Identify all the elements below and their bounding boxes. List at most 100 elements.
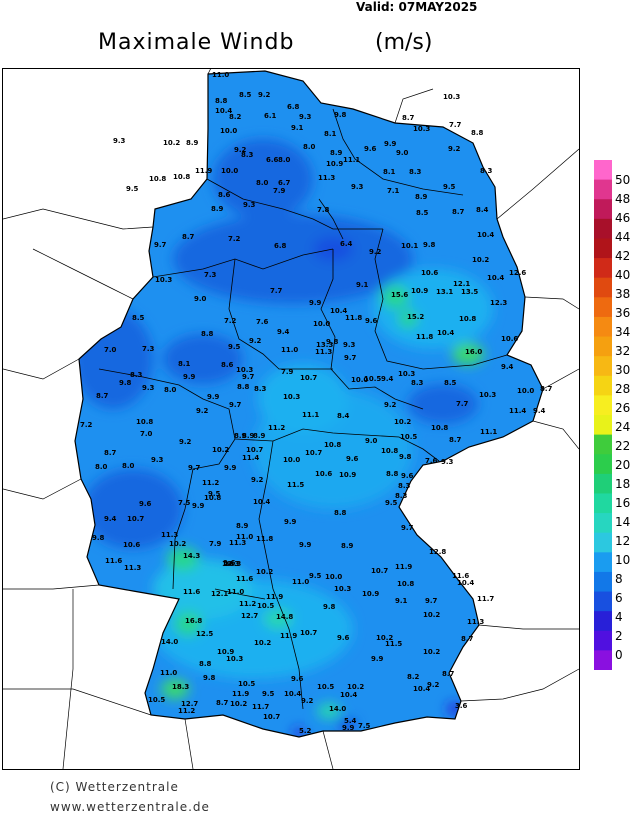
station-value: 9.4 xyxy=(277,328,290,336)
station-value: 14.0 xyxy=(329,705,346,713)
station-value: 10.3 xyxy=(236,366,253,374)
station-value: 12.6 xyxy=(509,269,526,277)
station-value: 9.6 xyxy=(337,634,350,642)
station-value: 7.2 xyxy=(228,235,241,243)
legend-swatch xyxy=(594,532,612,553)
station-value: 10.2 xyxy=(212,446,229,454)
station-value: 11.9 xyxy=(232,690,249,698)
station-value: 7.5 xyxy=(178,499,191,507)
station-value: 9.9 xyxy=(371,655,384,663)
station-value: 8.5 xyxy=(239,91,252,99)
station-value: 8.0 xyxy=(256,179,269,187)
station-value: 7.9 xyxy=(209,540,222,548)
station-value: 10.9 xyxy=(411,287,428,295)
credit-url: www.wetterzentrale.de xyxy=(50,800,210,814)
color-legend xyxy=(590,160,620,671)
legend-swatch xyxy=(594,513,612,534)
station-value: 8.0 xyxy=(278,156,291,164)
station-value: 11.1 xyxy=(343,156,360,164)
station-value: 11.8 xyxy=(256,535,273,543)
station-value: 9.6 xyxy=(346,455,359,463)
legend-label: 6 xyxy=(615,591,623,605)
station-value: 8.2 xyxy=(229,113,242,121)
station-value: 8.3 xyxy=(411,379,424,387)
station-value: 9.1 xyxy=(291,124,304,132)
station-value: 8.9 xyxy=(234,432,247,440)
station-value: 9.4 xyxy=(381,375,394,383)
station-value: 11.6 xyxy=(236,575,253,583)
station-value: 8.8 xyxy=(201,330,214,338)
station-value: 6.8 xyxy=(274,242,287,250)
station-value: 12.5 xyxy=(196,630,213,638)
station-value: 9.0 xyxy=(194,295,207,303)
station-value: 7.3 xyxy=(204,271,217,279)
station-value: 10.3 xyxy=(413,125,430,133)
legend-swatch xyxy=(594,218,612,239)
station-value: 10.4 xyxy=(215,107,232,115)
station-value: 11.0 xyxy=(281,346,298,354)
station-value: 8.5 xyxy=(444,379,457,387)
station-value: 7.8 xyxy=(317,206,330,214)
station-value: 10.5 xyxy=(400,433,417,441)
station-value: 11.3 xyxy=(124,564,141,572)
station-value: 8.7 xyxy=(402,114,415,122)
station-value: 11.3 xyxy=(315,348,332,356)
legend-label: 48 xyxy=(615,192,631,206)
station-value: 8.8 xyxy=(334,509,347,517)
station-value: 8.3 xyxy=(254,385,267,393)
station-value: 10.4 xyxy=(457,579,474,587)
station-value: 10.2 xyxy=(376,634,393,642)
legend-swatch xyxy=(594,199,612,220)
station-value: 9.4 xyxy=(501,363,514,371)
station-value: 9.8 xyxy=(399,453,412,461)
legend-label: 32 xyxy=(615,344,631,358)
station-value: 8.4 xyxy=(476,206,489,214)
station-value: 10.0 xyxy=(517,387,534,395)
station-value: 3.6 xyxy=(455,702,468,710)
station-value: 11.1 xyxy=(480,428,497,436)
station-value: 10.7 xyxy=(263,713,280,721)
station-value: 9.5 xyxy=(126,185,139,193)
station-value: 9.2 xyxy=(251,476,264,484)
station-value: 9.5 xyxy=(208,490,221,498)
station-value: 8.9 xyxy=(253,432,266,440)
station-value: 8.7 xyxy=(104,449,117,457)
station-value: 10.2 xyxy=(230,700,247,708)
station-value: 11.3 xyxy=(467,618,484,626)
station-value: 10.2 xyxy=(256,568,273,576)
station-value: 10.9 xyxy=(362,590,379,598)
station-value: 11.7 xyxy=(252,703,269,711)
legend-swatch xyxy=(594,591,612,612)
station-value: 11.4 xyxy=(509,407,526,415)
station-value: 9.7 xyxy=(242,373,255,381)
station-value: 16.8 xyxy=(185,617,202,625)
map-frame: 11.0 8.5 9.2 6.8 8.8 10.4 8.2 6.1 9.3 9.8 8.7 10.3 1… xyxy=(2,68,580,770)
station-value: 9.9 xyxy=(224,464,237,472)
legend-swatch xyxy=(594,316,612,338)
station-value: 8.9 xyxy=(236,522,249,530)
station-value: 10.9 xyxy=(339,471,356,479)
station-value: 8.6 xyxy=(218,191,231,199)
station-value: 7.1 xyxy=(387,187,400,195)
station-value: 11.2 xyxy=(202,479,219,487)
station-value: 9.8 xyxy=(334,111,347,119)
station-value: 10.4 xyxy=(340,691,357,699)
station-value: 9.3 xyxy=(343,341,356,349)
station-value: 7.7 xyxy=(449,121,462,129)
station-value: 11.3 xyxy=(161,531,178,539)
legend-swatch xyxy=(594,258,612,279)
station-value: 10.8 xyxy=(324,441,341,449)
station-value: 9.6 xyxy=(364,145,377,153)
station-value: 9.2 xyxy=(427,681,440,689)
station-value: 7.7 xyxy=(456,400,469,408)
station-value: 9.9 xyxy=(299,541,312,549)
legend-swatch xyxy=(594,336,612,357)
station-value: 10.3 xyxy=(226,655,243,663)
station-value: 9.7 xyxy=(401,524,414,532)
station-value: 7.0 xyxy=(104,346,117,354)
station-value: 11.5 xyxy=(385,640,402,648)
legend-swatch xyxy=(594,454,612,475)
legend-label: 38 xyxy=(615,287,631,301)
station-value: 10.3 xyxy=(283,393,300,401)
station-value: 9.9 xyxy=(192,502,205,510)
